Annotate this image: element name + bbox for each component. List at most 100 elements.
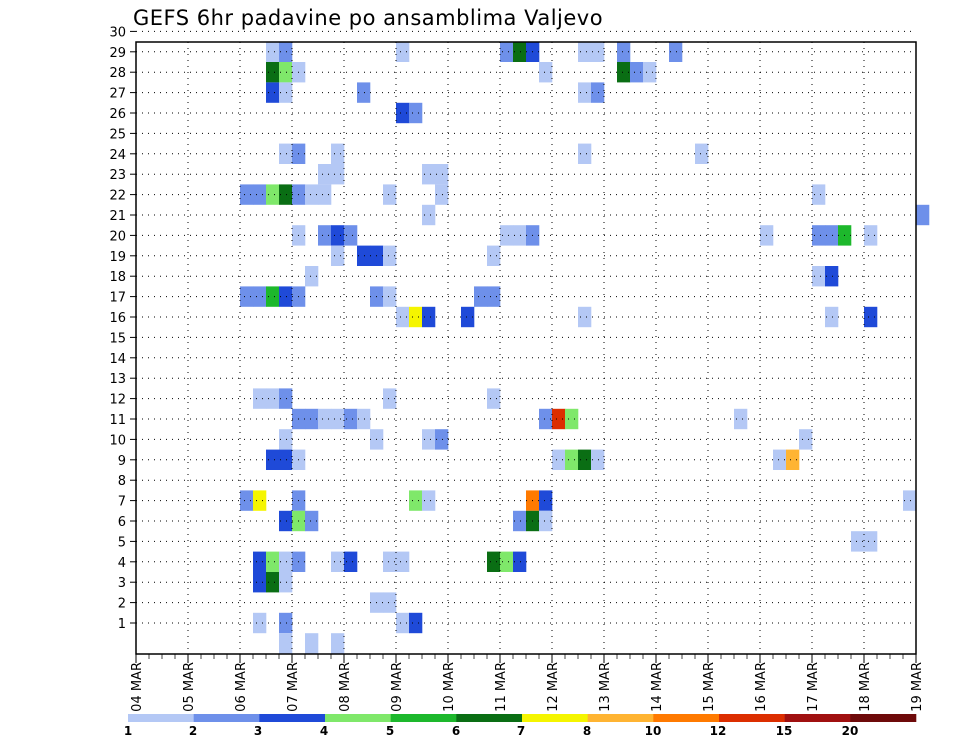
heatmap-cell xyxy=(539,490,553,511)
y-tick-label: 29 xyxy=(109,46,126,61)
heatmap-cell xyxy=(344,225,358,246)
y-tick-label: 7 xyxy=(118,495,126,510)
y-tick-label: 22 xyxy=(109,189,126,204)
heatmap-cell xyxy=(279,286,293,307)
colorbar-swatch xyxy=(325,714,391,722)
heatmap-cell xyxy=(279,633,293,654)
colorbar-swatch xyxy=(193,714,260,722)
heatmap-cell xyxy=(552,449,566,470)
x-tick-label: 11 MAR xyxy=(494,662,509,712)
y-tick-label: 10 xyxy=(109,433,126,448)
grid-lines xyxy=(136,30,916,654)
x-tick-label: 07 MAR xyxy=(286,662,301,712)
heatmap-cell xyxy=(565,408,579,430)
heatmap-cell xyxy=(617,62,631,83)
x-tick-label: 19 MAR xyxy=(910,662,925,712)
y-tick-label: 16 xyxy=(109,311,126,326)
heatmap-cell xyxy=(279,143,293,164)
colorbar-label: 8 xyxy=(583,724,591,738)
heatmap-cell xyxy=(409,490,423,511)
heatmap-cells xyxy=(240,42,930,654)
heatmap-cell xyxy=(331,164,345,185)
y-tick-label: 11 xyxy=(109,413,126,428)
heatmap-cell xyxy=(266,82,280,103)
heatmap-cell xyxy=(396,42,410,62)
heatmap-cell xyxy=(409,306,423,328)
heatmap-cell xyxy=(266,388,280,409)
heatmap-cell xyxy=(383,245,397,266)
heatmap-cell xyxy=(279,82,293,103)
heatmap-cell xyxy=(591,449,605,470)
heatmap-cell xyxy=(409,612,423,634)
heatmap-cell xyxy=(266,62,280,83)
colorbar-swatch xyxy=(456,714,523,722)
colorbar-label: 10 xyxy=(645,724,662,738)
heatmap-cell xyxy=(578,143,592,164)
heatmap-cell xyxy=(357,245,371,266)
heatmap-cell xyxy=(500,551,514,572)
heatmap-cell xyxy=(266,572,280,593)
heatmap-cell xyxy=(331,551,345,572)
heatmap-cell xyxy=(279,62,293,83)
y-tick-label: 4 xyxy=(118,556,126,571)
heatmap-cell xyxy=(344,551,358,572)
heatmap-cell xyxy=(240,184,254,205)
y-tick-label: 19 xyxy=(109,250,126,265)
heatmap-cell xyxy=(864,306,878,328)
colorbar-label: 5 xyxy=(386,724,394,738)
heatmap-cell xyxy=(253,286,267,307)
heatmap-cell xyxy=(773,449,787,470)
heatmap-cell xyxy=(305,510,319,532)
heatmap-cell xyxy=(487,286,501,307)
heatmap-cell xyxy=(422,164,436,185)
plot-frame xyxy=(135,41,917,655)
heatmap-cell xyxy=(331,143,345,164)
heatmap-cell xyxy=(253,184,267,205)
x-tick-label: 16 MAR xyxy=(754,662,769,712)
heatmap-cell xyxy=(357,82,371,103)
heatmap-cell xyxy=(318,408,332,430)
heatmap-cell xyxy=(279,572,293,593)
colorbar-swatch xyxy=(719,714,785,722)
heatmap-cell xyxy=(253,612,267,634)
colorbar-label: 7 xyxy=(517,724,525,738)
heatmap-cell xyxy=(279,388,293,409)
heatmap-cell xyxy=(812,184,826,205)
heatmap-cell xyxy=(578,82,592,103)
heatmap-cell xyxy=(812,225,826,246)
x-tick-label: 17 MAR xyxy=(806,662,821,712)
heatmap-cell xyxy=(279,612,293,634)
x-tick-label: 09 MAR xyxy=(390,662,405,712)
heatmap-cell xyxy=(539,510,553,532)
x-tick-label: 04 MAR xyxy=(130,662,145,712)
colorbar-swatch xyxy=(587,714,654,722)
colorbar-swatch xyxy=(128,714,194,722)
y-tick-label: 5 xyxy=(118,535,126,550)
colorbar-label: 12 xyxy=(710,724,727,738)
heatmap-cell xyxy=(357,408,371,430)
colorbar-label: 6 xyxy=(452,724,460,738)
heatmap-cell xyxy=(253,551,267,572)
y-tick-label: 3 xyxy=(118,576,126,591)
heatmap-cell xyxy=(669,42,683,62)
colorbar-swatch xyxy=(850,714,917,722)
heatmap-cell xyxy=(240,490,254,511)
y-tick-label: 12 xyxy=(109,393,126,408)
heatmap-cell xyxy=(435,184,449,205)
heatmap-cell xyxy=(318,164,332,185)
heatmap-cell xyxy=(305,184,319,205)
y-tick-label: 8 xyxy=(118,474,126,489)
y-tick-label: 18 xyxy=(109,270,126,285)
heatmap-cell xyxy=(279,429,293,450)
x-axis-ticks: 04 MAR 05 MAR 06 MAR 07 MAR 08 MAR 09 MAR 10 M… xyxy=(130,654,925,712)
colorbar-swatch xyxy=(390,714,457,722)
heatmap-cell xyxy=(422,306,436,328)
heatmap-cell xyxy=(786,449,800,470)
heatmap-cell xyxy=(552,408,566,430)
heatmap-cell xyxy=(591,42,605,62)
y-tick-label: 2 xyxy=(118,597,126,612)
y-tick-label: 24 xyxy=(109,148,126,163)
y-tick-label: 9 xyxy=(118,454,126,469)
y-tick-label: 6 xyxy=(118,515,126,530)
